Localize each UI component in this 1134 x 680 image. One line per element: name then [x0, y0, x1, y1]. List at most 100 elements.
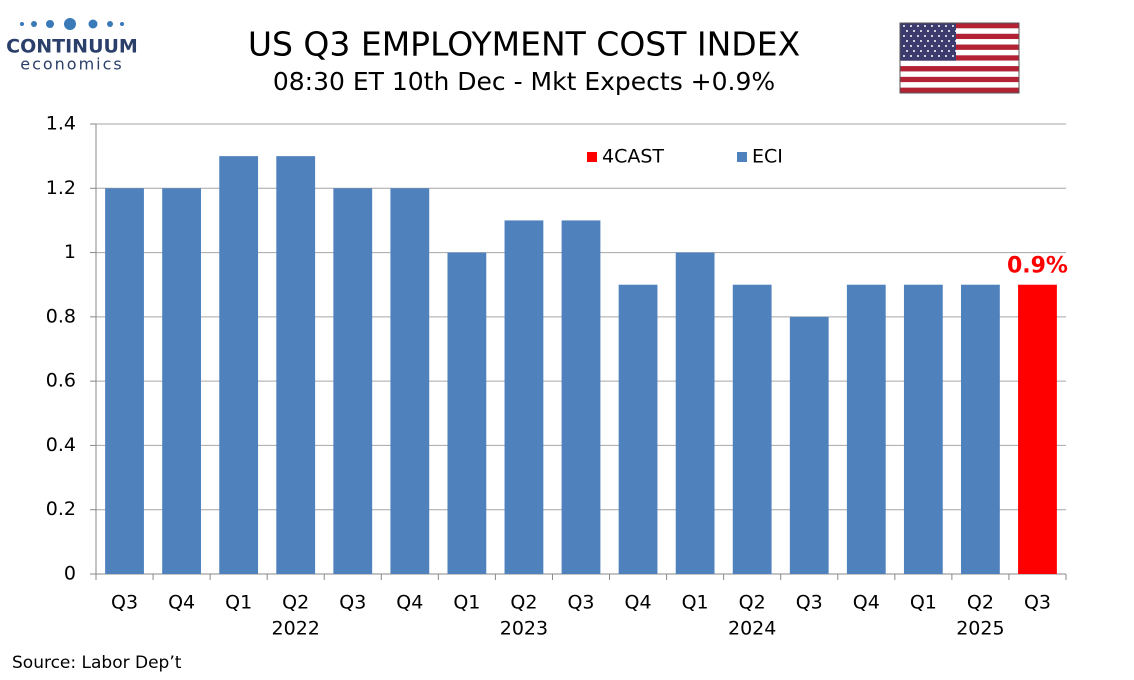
flag-star — [917, 45, 919, 47]
y-tick-label: 0.2 — [46, 498, 76, 520]
flag-star — [924, 35, 926, 37]
flag-star — [948, 40, 950, 42]
flag-stripe — [900, 28, 1019, 34]
legend-label: 4CAST — [602, 146, 664, 168]
flag-star — [910, 25, 912, 27]
flag-star — [903, 35, 905, 37]
x-tick-label: Q3 — [111, 592, 138, 614]
flag-star — [955, 30, 957, 32]
logo-name: CONTINUUM — [6, 36, 138, 58]
year-label: 2023 — [500, 618, 548, 640]
bar — [789, 316, 829, 574]
flag-stripe — [900, 49, 1019, 56]
x-tick-label: Q3 — [796, 592, 823, 614]
flag-stripe — [900, 39, 1019, 45]
flag-star — [941, 40, 943, 42]
bar — [961, 284, 1000, 574]
flag-stripe — [900, 87, 1019, 93]
flag-star — [903, 25, 905, 27]
x-tick-label: Q1 — [453, 592, 480, 614]
y-tick-label: 0 — [64, 563, 76, 585]
flag — [899, 22, 1020, 94]
flag-star — [948, 30, 950, 32]
flag-star — [910, 45, 912, 47]
flag-star — [938, 25, 940, 27]
flag-stripe — [900, 60, 1019, 67]
flag-star — [938, 35, 940, 37]
flag-star — [955, 40, 957, 42]
bar — [675, 252, 715, 575]
bar — [561, 220, 601, 574]
flag-star — [955, 50, 957, 52]
flag-star — [913, 50, 915, 52]
flag-star — [952, 45, 954, 47]
y-tick-label: 0.4 — [46, 434, 76, 456]
flag-star — [931, 55, 933, 57]
bar — [504, 220, 544, 574]
x-tick-label: Q1 — [225, 592, 252, 614]
flag-star — [906, 50, 908, 52]
flag-stripe — [900, 23, 1019, 29]
flag-star — [920, 50, 922, 52]
flag-star — [910, 35, 912, 37]
flag-star — [917, 25, 919, 27]
flag-stripe — [900, 82, 1019, 88]
x-tick-label: Q2 — [739, 592, 766, 614]
flag-star — [931, 25, 933, 27]
flag-star — [945, 35, 947, 37]
bar — [903, 284, 943, 574]
flag-star — [941, 50, 943, 52]
legend-swatch — [737, 152, 747, 162]
flag-star — [945, 25, 947, 27]
x-tick-label: Q2 — [510, 592, 537, 614]
y-tick-label: 1.2 — [46, 177, 76, 199]
chart-subtitle: 08:30 ET 10th Dec - Mkt Expects +0.9% — [273, 67, 775, 96]
flag-star — [945, 45, 947, 47]
flag-star — [927, 30, 929, 32]
flag-star — [952, 25, 954, 27]
x-tick-label: Q4 — [853, 592, 880, 614]
bar — [162, 188, 201, 575]
flag-star — [941, 30, 943, 32]
flag-star — [945, 55, 947, 57]
flag-star — [931, 45, 933, 47]
flag-star — [924, 45, 926, 47]
y-tick-label: 0.6 — [46, 370, 76, 392]
y-tick-label: 1 — [64, 241, 76, 263]
x-tick-label: Q4 — [168, 592, 195, 614]
flag-star — [952, 35, 954, 37]
source: Source: Labor Dep’t — [12, 653, 182, 673]
bar — [846, 284, 886, 574]
x-tick-label: Q2 — [967, 592, 994, 614]
y-tick-label: 1.4 — [46, 113, 76, 135]
flag-star — [903, 45, 905, 47]
bar — [447, 252, 487, 575]
flag-star — [927, 40, 929, 42]
flag-star — [917, 55, 919, 57]
flag-star — [934, 40, 936, 42]
bar — [333, 188, 373, 575]
year-label: 2022 — [272, 618, 320, 640]
flag-star — [931, 35, 933, 37]
data-label: 0.9% — [1007, 254, 1068, 279]
flag-star — [903, 55, 905, 57]
x-tick-label: Q2 — [282, 592, 309, 614]
flag-star — [917, 35, 919, 37]
flag-stripe — [900, 66, 1019, 72]
flag-star — [938, 45, 940, 47]
bar — [1018, 284, 1057, 574]
flag-stripe — [900, 71, 1019, 77]
flag-star — [920, 40, 922, 42]
flag-star — [913, 40, 915, 42]
flag-star — [910, 55, 912, 57]
x-tick-label: Q4 — [396, 592, 423, 614]
flag-star — [906, 30, 908, 32]
legend-label: ECI — [752, 146, 783, 168]
x-tick-label: Q4 — [625, 592, 652, 614]
x-tick-label: Q3 — [1024, 592, 1051, 614]
bar — [219, 156, 259, 574]
y-tick-label: 0.8 — [46, 305, 76, 327]
logo-tagline: economics — [20, 55, 124, 74]
